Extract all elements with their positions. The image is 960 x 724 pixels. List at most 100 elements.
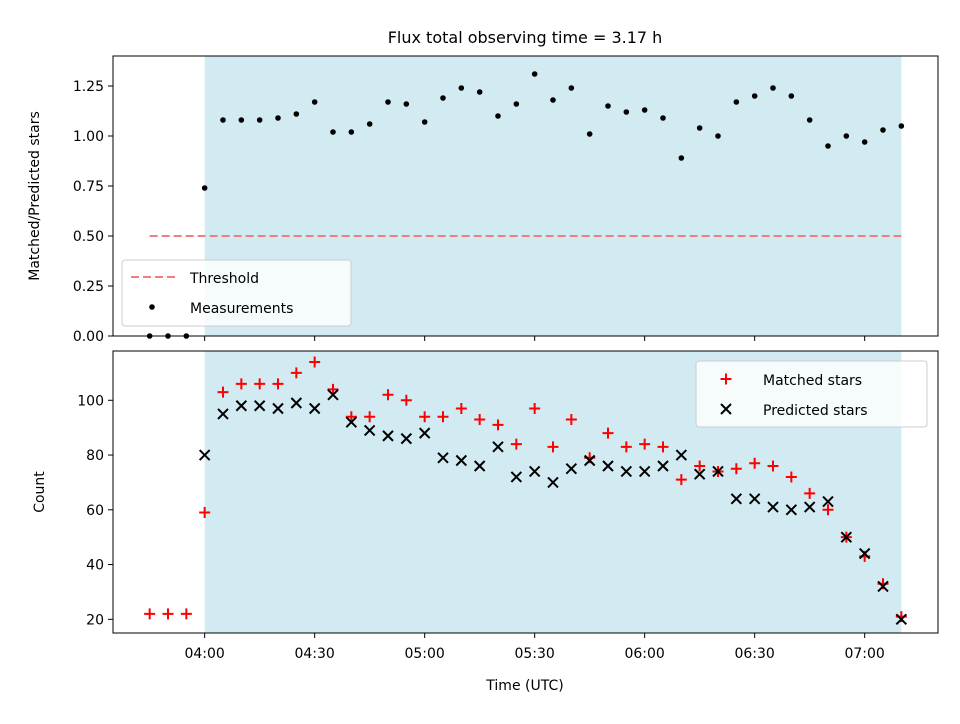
matched-point: [785, 471, 797, 483]
measurement-point: [678, 155, 685, 161]
y-tick-label: 0.00: [73, 329, 104, 345]
legend-matched-label: Matched stars: [763, 373, 862, 389]
matched-point: [272, 378, 284, 390]
predicted-point: [363, 424, 376, 437]
predicted-point: [840, 531, 853, 543]
measurement-point: [275, 115, 281, 121]
y-tick-label: 100: [77, 393, 104, 409]
plot-frame: [112, 350, 939, 634]
measurement-point: [825, 143, 831, 149]
measurement-point: [770, 85, 776, 91]
predicted-point: [308, 402, 321, 415]
x-tick-label: 05:00: [404, 646, 444, 662]
matched-point: [345, 411, 357, 423]
measurement-point: [330, 129, 336, 135]
measurement-point: [733, 99, 740, 105]
predicted-point: [418, 427, 431, 439]
matched-point: [162, 608, 174, 620]
matched-point: [309, 356, 321, 368]
measurement-point: [495, 113, 501, 119]
measurement-point: [293, 111, 300, 117]
measurement-point: [898, 123, 905, 129]
measurement-point: [440, 95, 446, 101]
matched-point: [602, 427, 614, 439]
y-tick-label: 40: [86, 558, 104, 574]
predicted-point: [858, 547, 871, 560]
predicted-point: [272, 402, 284, 415]
x-tick-label: 07:00: [844, 646, 884, 662]
matched-point: [327, 383, 339, 395]
matched-point: [804, 487, 816, 499]
measurement-point: [256, 117, 263, 123]
y-tick-label: 60: [86, 503, 104, 519]
predicted-point: [767, 501, 779, 513]
predicted-point: [510, 471, 523, 483]
measurement-point: [843, 133, 850, 139]
matched-point: [529, 402, 541, 414]
matched-point: [675, 474, 687, 486]
matched-point: [510, 438, 522, 450]
predicted-point: [455, 454, 468, 467]
y-tick-label: 80: [86, 448, 104, 464]
measurement-point: [458, 85, 465, 91]
measurement-point: [311, 99, 318, 105]
predicted-point: [253, 400, 266, 412]
predicted-point: [345, 416, 358, 428]
predicted-point: [620, 465, 633, 478]
predicted-point: [803, 501, 816, 513]
predicted-point: [657, 460, 669, 472]
measurement-point: [513, 101, 520, 107]
predicted-point: [382, 430, 394, 442]
measurement-point: [348, 129, 355, 135]
measurement-point: [715, 133, 721, 139]
matched-point: [455, 402, 467, 414]
matched-point: [419, 411, 431, 423]
legend-box: [695, 360, 928, 428]
predicted-point: [217, 408, 229, 420]
measurement-point: [403, 101, 410, 107]
predicted-point: [492, 441, 504, 453]
measurement-point: [385, 99, 391, 105]
predicted-point: [198, 449, 211, 461]
matched-point: [492, 419, 504, 431]
series-predicted-stars: [198, 389, 908, 626]
matched-point: [217, 386, 229, 398]
measurement-point: [550, 97, 556, 103]
legend-predicted-label: Predicted stars: [763, 403, 868, 419]
y-tick-label: 0.25: [73, 279, 104, 295]
legend-matched-swatch: [720, 373, 732, 385]
predicted-point: [785, 504, 798, 516]
measurement-point: [880, 127, 886, 133]
predicted-point: [693, 468, 706, 480]
y-tick-label: 20: [86, 612, 104, 628]
predicted-point: [327, 389, 339, 401]
predicted-point: [473, 460, 486, 472]
measurement-point: [238, 117, 245, 123]
plot-frame: [112, 55, 939, 337]
y-tick-label: 1.25: [73, 79, 104, 95]
legend-predicted-swatch: [720, 403, 732, 415]
measurement-point: [568, 85, 575, 91]
predicted-point: [290, 397, 303, 409]
y-axis-label: Count: [32, 471, 48, 513]
measurement-point: [861, 139, 868, 145]
matched-point: [694, 460, 706, 472]
measurement-point: [605, 103, 611, 109]
predicted-point: [547, 476, 559, 489]
legend-threshold-label: Threshold: [189, 271, 259, 287]
matched-point: [364, 411, 376, 423]
matched-point: [254, 378, 266, 390]
matched-point: [657, 441, 669, 453]
predicted-point: [400, 432, 413, 445]
measurement-point: [531, 71, 538, 77]
x-tick-label: 06:30: [734, 646, 774, 662]
matched-point: [235, 378, 247, 390]
top-panel: 0.00 0.25 0.50 0.75 1.00 1.25 Matched/Predicte…: [27, 55, 939, 345]
series-measurements: [146, 71, 905, 339]
y-tick-label: 1.00: [73, 129, 104, 145]
legend-measurement-label: Measurements: [190, 301, 293, 317]
predicted-point: [437, 452, 449, 464]
predicted-point: [638, 465, 651, 478]
measurement-point: [751, 93, 758, 99]
